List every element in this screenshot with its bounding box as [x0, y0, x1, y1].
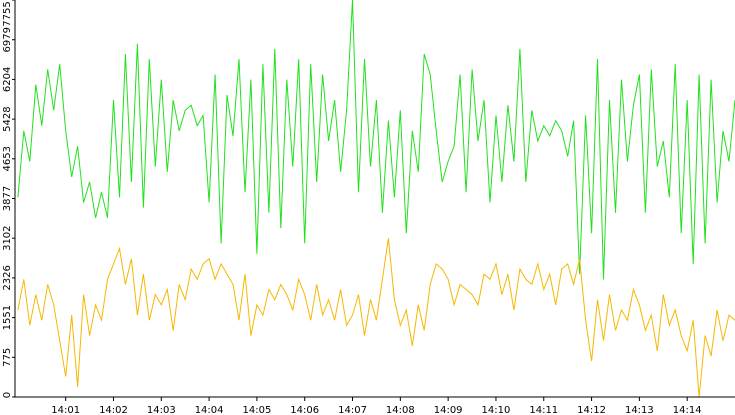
x-tick-label: 14:09 [434, 405, 463, 415]
y-tick-label: 775 [2, 348, 13, 367]
y-tick-label: 0 [2, 392, 13, 398]
x-tick-label: 14:01 [51, 405, 80, 415]
x-tick-label: 14:04 [195, 405, 224, 415]
y-tick-label: 3877 [2, 186, 13, 211]
y-tick-label: 7755 [2, 1, 13, 26]
y-tick-label: 2326 [2, 265, 13, 290]
x-tick-label: 14:08 [386, 405, 415, 415]
y-tick-label: 3102 [2, 225, 13, 250]
series-line [17, 238, 735, 398]
y-tick-label: 5428 [2, 106, 13, 131]
x-tick-label: 14:11 [529, 405, 558, 415]
y-tick-label: 6979 [2, 27, 13, 52]
series-line [17, 0, 735, 280]
y-tick-label: 6204 [2, 67, 13, 92]
x-tick-label: 14:03 [147, 405, 176, 415]
x-tick-label: 14:14 [673, 405, 702, 415]
x-tick-label: 14:07 [338, 405, 367, 415]
y-tick-label: 1551 [2, 305, 13, 330]
x-tick-label: 14:06 [290, 405, 319, 415]
x-tick-label: 14:12 [577, 405, 606, 415]
y-tick-label: 4653 [2, 146, 13, 171]
x-tick-label: 14:13 [625, 405, 654, 415]
x-tick-label: 14:05 [242, 405, 271, 415]
x-tick-label: 14:10 [482, 405, 511, 415]
x-tick-label: 14:02 [99, 405, 128, 415]
